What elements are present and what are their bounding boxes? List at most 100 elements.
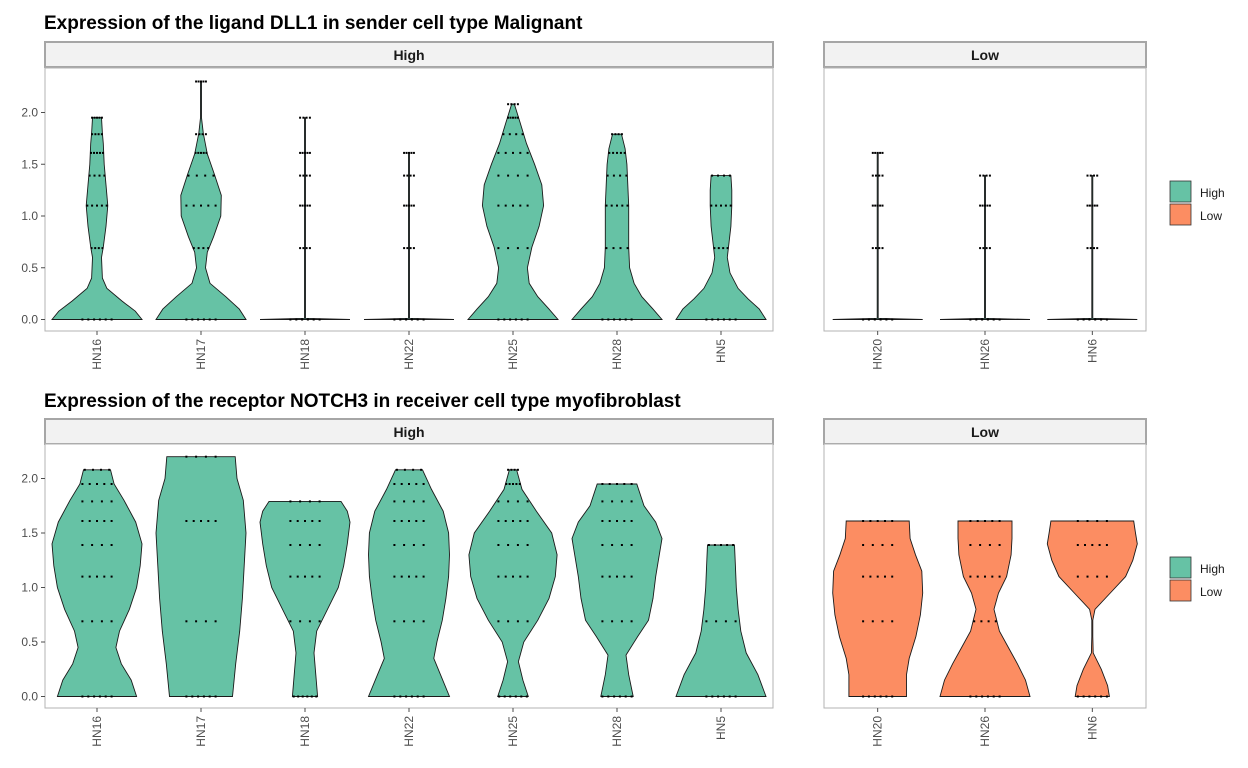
data-point xyxy=(519,204,522,207)
data-point xyxy=(514,116,517,119)
data-point xyxy=(214,620,217,623)
data-point xyxy=(1093,204,1096,207)
data-point xyxy=(1076,575,1079,578)
data-point xyxy=(616,204,618,207)
y-tick-label: 2.0 xyxy=(21,106,38,120)
data-point xyxy=(100,500,103,503)
data-point xyxy=(984,520,986,522)
x-tick-label: HN22 xyxy=(402,339,416,370)
data-point xyxy=(96,575,98,578)
data-point xyxy=(192,247,195,250)
data-point xyxy=(626,204,629,207)
data-point xyxy=(879,204,882,207)
data-point xyxy=(88,520,91,522)
data-point xyxy=(988,544,991,546)
data-point xyxy=(308,151,311,154)
data-point xyxy=(110,500,113,503)
data-point xyxy=(601,500,604,503)
data-point xyxy=(728,174,731,177)
data-point xyxy=(875,247,877,250)
data-point xyxy=(96,483,98,485)
legend-top: High Low xyxy=(1169,180,1225,226)
data-point xyxy=(301,151,304,154)
x-tick-label: HN6 xyxy=(1085,339,1099,363)
data-point xyxy=(987,620,990,623)
data-point xyxy=(611,544,614,546)
data-point xyxy=(302,116,305,119)
data-point xyxy=(526,151,529,154)
data-point xyxy=(422,695,425,698)
data-point xyxy=(879,318,882,321)
data-point xyxy=(416,318,419,321)
data-point xyxy=(299,204,302,207)
data-point xyxy=(96,116,98,119)
data-point xyxy=(1086,520,1089,522)
data-point xyxy=(726,247,729,250)
data-point xyxy=(608,151,611,154)
data-point xyxy=(507,544,510,546)
data-point xyxy=(408,204,410,207)
data-point xyxy=(612,247,615,250)
data-point xyxy=(304,520,306,522)
data-point xyxy=(412,500,415,503)
data-point xyxy=(110,318,113,321)
data-point xyxy=(415,520,418,522)
data-point xyxy=(289,500,292,503)
data-point xyxy=(412,174,415,177)
points-HN18 xyxy=(289,500,321,698)
x-tick-label: HN28 xyxy=(610,716,624,747)
data-point xyxy=(200,80,202,83)
legend-key-high xyxy=(1169,180,1192,203)
data-point xyxy=(405,204,408,207)
data-point xyxy=(308,500,311,503)
data-point xyxy=(876,204,879,207)
data-point xyxy=(204,80,207,83)
data-point xyxy=(81,483,84,485)
data-point xyxy=(504,151,507,154)
data-point xyxy=(992,695,995,698)
data-point xyxy=(318,520,321,522)
data-point xyxy=(207,520,210,522)
data-point xyxy=(614,133,617,136)
data-point xyxy=(91,116,94,119)
data-point xyxy=(507,103,510,106)
data-point xyxy=(630,695,633,698)
data-point xyxy=(93,174,96,177)
data-point xyxy=(611,500,614,503)
data-point xyxy=(412,151,415,154)
data-point xyxy=(512,151,514,154)
data-point xyxy=(214,695,217,698)
data-point xyxy=(601,318,604,321)
violin-HN26 xyxy=(939,520,1031,697)
data-point xyxy=(630,318,633,321)
data-point xyxy=(308,204,311,207)
data-point xyxy=(876,520,879,522)
y-tick-label: 1.0 xyxy=(21,209,38,223)
data-point xyxy=(393,318,396,321)
data-point xyxy=(412,620,415,623)
data-point xyxy=(980,620,983,623)
data-point xyxy=(611,620,614,623)
data-point xyxy=(81,544,84,546)
data-point xyxy=(98,695,101,698)
data-point xyxy=(110,575,113,578)
strip-label: Low xyxy=(971,47,999,63)
data-point xyxy=(305,116,308,119)
chart-title-bottom: Expression of the receptor NOTCH3 in rec… xyxy=(44,391,681,412)
data-point xyxy=(611,133,614,136)
data-point xyxy=(878,247,881,250)
data-point xyxy=(1098,544,1101,546)
data-point xyxy=(881,544,884,546)
data-point xyxy=(185,620,188,623)
data-point xyxy=(504,575,507,578)
data-point xyxy=(1105,695,1108,698)
data-point xyxy=(707,544,710,546)
data-point xyxy=(98,116,101,119)
points-HN5 xyxy=(705,174,737,321)
data-point xyxy=(734,620,737,623)
data-point xyxy=(878,174,881,177)
data-point xyxy=(415,483,418,485)
data-point xyxy=(91,544,94,546)
data-point xyxy=(299,116,302,119)
data-point xyxy=(526,247,529,250)
